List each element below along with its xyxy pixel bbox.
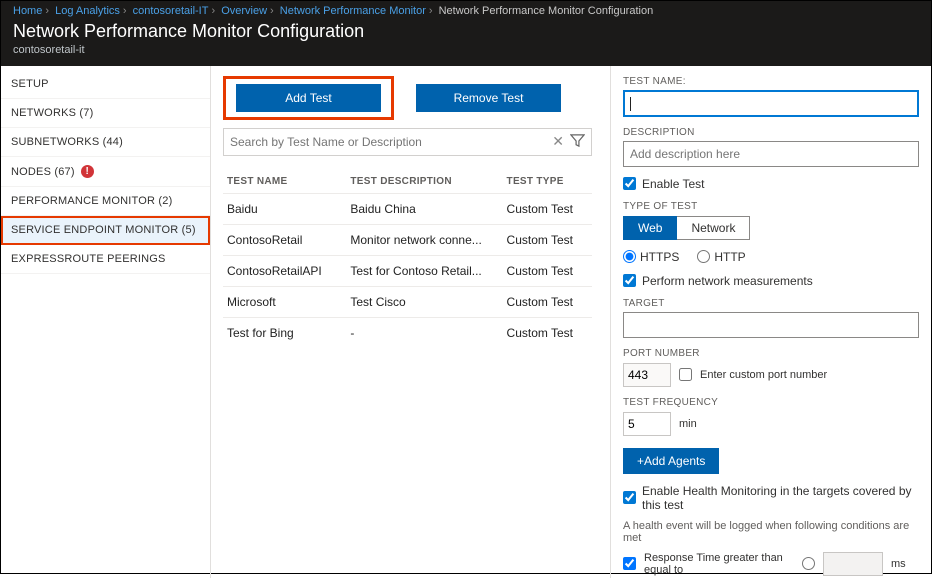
- test-detail-panel: TEST NAME: DESCRIPTION Enable Test TYPE …: [611, 66, 931, 578]
- table-cell: Baidu: [223, 194, 346, 225]
- breadcrumbs: Home› Log Analytics› contosoretail-IT› O…: [13, 5, 919, 21]
- crumb-npm[interactable]: Network Performance Monitor: [280, 5, 426, 17]
- add-test-button[interactable]: Add Test: [236, 84, 381, 112]
- custom-port-checkbox[interactable]: [679, 368, 692, 381]
- sidebar-item-label: SUBNETWORKS (44): [11, 136, 123, 148]
- target-input[interactable]: [623, 312, 919, 338]
- table-cell: Custom Test: [503, 318, 592, 349]
- table-cell: Custom Test: [503, 287, 592, 318]
- label-target: TARGET: [623, 298, 919, 309]
- sidebar-item-label: EXPRESSROUTE PEERINGS: [11, 253, 166, 265]
- radio-http-label: HTTP: [714, 250, 745, 264]
- filter-icon[interactable]: [570, 133, 585, 151]
- enable-test-checkbox[interactable]: [623, 177, 636, 190]
- clear-search-icon[interactable]: ✕: [552, 133, 564, 151]
- table-row[interactable]: ContosoRetailMonitor network conne...Cus…: [223, 225, 592, 256]
- col-test-type[interactable]: TEST TYPE: [503, 170, 592, 194]
- test-name-input[interactable]: [623, 90, 919, 117]
- page-subtitle: contosoretail-it: [13, 44, 919, 56]
- table-cell: ContosoRetailAPI: [223, 256, 346, 287]
- table-cell: Monitor network conne...: [346, 225, 502, 256]
- perform-measurements-label: Perform network measurements: [642, 274, 813, 288]
- description-input[interactable]: [623, 141, 919, 167]
- table-row[interactable]: BaiduBaidu ChinaCustom Test: [223, 194, 592, 225]
- label-test-frequency: TEST FREQUENCY: [623, 397, 919, 408]
- radio-https[interactable]: HTTPS: [623, 250, 679, 264]
- table-cell: -: [346, 318, 502, 349]
- sidebar-item-subnetworks[interactable]: SUBNETWORKS (44): [1, 128, 210, 157]
- add-test-highlight-box: Add Test: [223, 76, 394, 120]
- table-cell: Microsoft: [223, 287, 346, 318]
- table-cell: Test Cisco: [346, 287, 502, 318]
- sidebar-item-label: NETWORKS (7): [11, 107, 93, 119]
- frequency-unit: min: [679, 418, 697, 430]
- search-row: ✕: [223, 128, 592, 156]
- sidebar-item-label: PERFORMANCE MONITOR (2): [11, 195, 172, 207]
- cond-response-input[interactable]: [823, 552, 883, 576]
- table-cell: Custom Test: [503, 256, 592, 287]
- label-description: DESCRIPTION: [623, 127, 919, 138]
- crumb-log-analytics[interactable]: Log Analytics: [55, 5, 120, 17]
- sidebar-item-label: SERVICE ENDPOINT MONITOR (5): [11, 224, 196, 236]
- table-row[interactable]: Test for Bing-Custom Test: [223, 318, 592, 349]
- port-input[interactable]: [623, 363, 671, 387]
- alert-icon: !: [81, 165, 94, 178]
- sidebar-item-label: SETUP: [11, 78, 49, 90]
- tests-table: TEST NAME TEST DESCRIPTION TEST TYPE Bai…: [223, 170, 592, 348]
- header-bar: Home› Log Analytics› contosoretail-IT› O…: [1, 1, 931, 66]
- sidebar-item-networks[interactable]: NETWORKS (7): [1, 99, 210, 128]
- radio-http[interactable]: HTTP: [697, 250, 745, 264]
- sidebar-item-label: NODES (67): [11, 166, 75, 178]
- enable-health-checkbox[interactable]: [623, 491, 636, 504]
- test-list-panel: Add Test Remove Test ✕ TEST NAME TEST DE…: [211, 66, 611, 578]
- table-cell: Baidu China: [346, 194, 502, 225]
- enable-test-label: Enable Test: [642, 177, 705, 191]
- sidebar-item-service-endpoint-monitor[interactable]: SERVICE ENDPOINT MONITOR (5): [1, 216, 210, 245]
- sidebar-item-setup[interactable]: SETUP: [1, 70, 210, 99]
- table-row[interactable]: ContosoRetailAPITest for Contoso Retail.…: [223, 256, 592, 287]
- crumb-current: Network Performance Monitor Configuratio…: [439, 5, 654, 17]
- cond-response-checkbox[interactable]: [623, 557, 636, 570]
- toggle-network[interactable]: Network: [677, 216, 750, 240]
- table-cell: Custom Test: [503, 225, 592, 256]
- radio-https-label: HTTPS: [640, 250, 679, 264]
- crumb-workspace[interactable]: contosoretail-IT: [133, 5, 209, 17]
- crumb-overview[interactable]: Overview: [221, 5, 267, 17]
- unit-ms: ms: [891, 558, 906, 570]
- cond-response-radio[interactable]: [802, 557, 815, 570]
- type-of-test-toggle: Web Network: [623, 216, 919, 240]
- table-cell: Test for Contoso Retail...: [346, 256, 502, 287]
- col-test-description[interactable]: TEST DESCRIPTION: [346, 170, 502, 194]
- label-type-of-test: TYPE OF TEST: [623, 201, 919, 212]
- page-title: Network Performance Monitor Configuratio…: [13, 21, 919, 42]
- table-cell: Custom Test: [503, 194, 592, 225]
- search-input[interactable]: [230, 135, 552, 149]
- table-cell: Test for Bing: [223, 318, 346, 349]
- perform-measurements-checkbox[interactable]: [623, 274, 636, 287]
- table-row[interactable]: MicrosoftTest CiscoCustom Test: [223, 287, 592, 318]
- label-test-name: TEST NAME:: [623, 76, 919, 87]
- crumb-home[interactable]: Home: [13, 5, 42, 17]
- col-test-name[interactable]: TEST NAME: [223, 170, 346, 194]
- sidebar-item-performance-monitor[interactable]: PERFORMANCE MONITOR (2): [1, 187, 210, 216]
- enable-health-label: Enable Health Monitoring in the targets …: [642, 484, 919, 512]
- add-agents-button[interactable]: +Add Agents: [623, 448, 719, 474]
- frequency-input[interactable]: [623, 412, 671, 436]
- health-subtext: A health event will be logged when follo…: [623, 520, 919, 544]
- cond-response-label: Response Time greater than equal to: [644, 552, 794, 576]
- custom-port-label: Enter custom port number: [700, 369, 827, 381]
- toggle-web[interactable]: Web: [623, 216, 677, 240]
- sidebar: SETUP NETWORKS (7) SUBNETWORKS (44) NODE…: [1, 66, 211, 578]
- table-cell: ContosoRetail: [223, 225, 346, 256]
- label-port-number: PORT NUMBER: [623, 348, 919, 359]
- remove-test-button[interactable]: Remove Test: [416, 84, 561, 112]
- sidebar-item-nodes[interactable]: NODES (67)!: [1, 157, 210, 187]
- sidebar-item-expressroute-peerings[interactable]: EXPRESSROUTE PEERINGS: [1, 245, 210, 274]
